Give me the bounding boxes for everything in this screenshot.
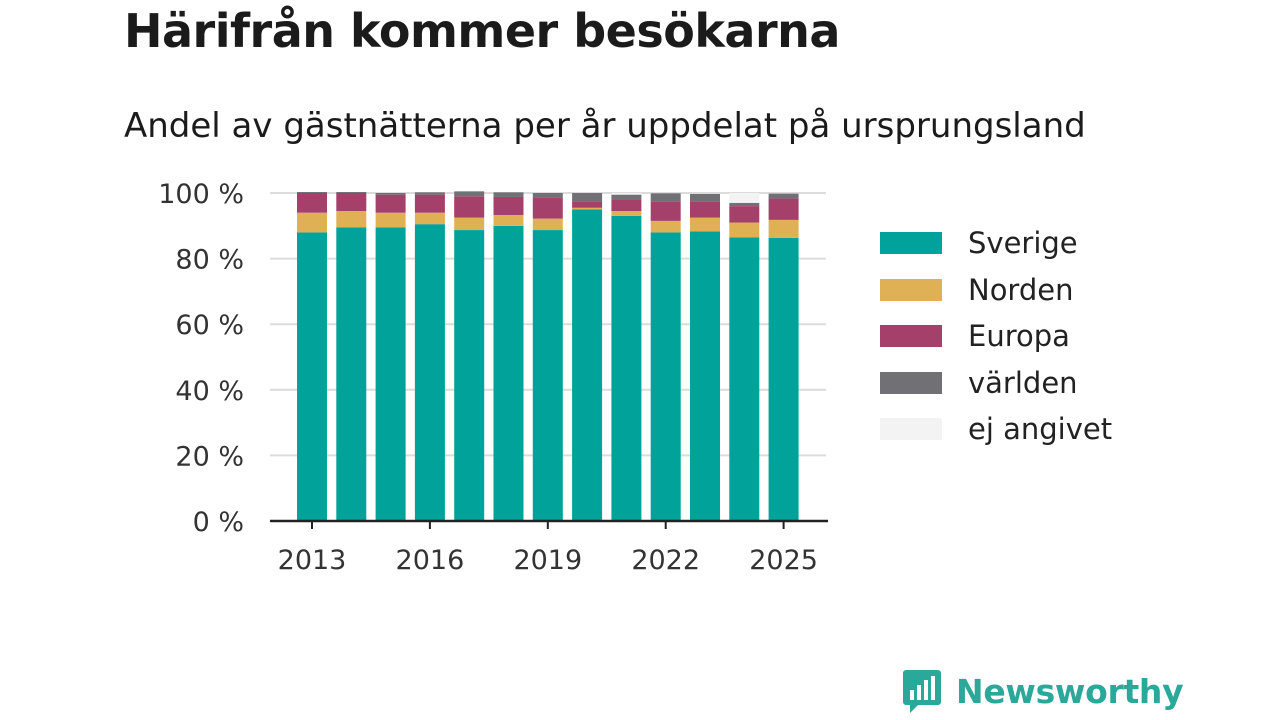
bar-segment xyxy=(414,224,445,521)
bar-segment xyxy=(414,192,445,195)
legend-label: Sverige xyxy=(968,226,1078,261)
legend-item: Norden xyxy=(880,267,1112,314)
bar-segment xyxy=(768,219,799,238)
bars xyxy=(297,191,799,522)
bar-segment xyxy=(572,201,603,208)
y-tick-label: 100 % xyxy=(158,179,244,210)
bar-segment xyxy=(532,218,563,231)
y-tick-label: 80 % xyxy=(175,245,244,276)
brand: Newsworthy xyxy=(902,668,1184,714)
bar-segment xyxy=(690,231,720,521)
bar-segment xyxy=(729,193,760,203)
bar-segment xyxy=(493,214,524,226)
bar-segment xyxy=(611,194,642,200)
bar-segment xyxy=(650,201,681,221)
bar-segment xyxy=(768,198,799,220)
bar-segment xyxy=(611,199,642,212)
legend-label: världen xyxy=(968,365,1078,400)
legend-item: världen xyxy=(880,360,1112,407)
x-tick-label: 2022 xyxy=(631,545,700,576)
bar-segment xyxy=(493,192,524,197)
bar-segment xyxy=(768,193,799,199)
bar-segment xyxy=(690,201,720,218)
bar-segment xyxy=(572,209,603,521)
bar-segment xyxy=(493,225,524,522)
legend-swatch xyxy=(880,418,942,441)
bar-segment xyxy=(729,222,760,238)
legend-item: ej angivet xyxy=(880,406,1112,453)
legend-item: Europa xyxy=(880,313,1112,360)
legend-swatch xyxy=(880,278,942,301)
bar-segment xyxy=(729,206,760,223)
bar-segment xyxy=(532,230,563,521)
bar-segment xyxy=(297,232,327,522)
bar-segment xyxy=(336,193,367,212)
legend-swatch xyxy=(880,325,942,348)
bar-segment xyxy=(454,217,485,231)
legend-label: Europa xyxy=(968,319,1070,354)
bar-segment xyxy=(611,193,642,195)
bar-segment xyxy=(729,237,760,521)
axes: 0 % 20 % 40 % 60 % 80 % 100 % 2013 2016 2019 2022… xyxy=(158,179,828,576)
bar-segment xyxy=(297,212,327,233)
bar-segment xyxy=(650,193,681,202)
y-tick-label: 60 % xyxy=(175,310,244,341)
bar-segment xyxy=(729,202,760,207)
bar-segment xyxy=(375,212,406,228)
y-tick-label: 20 % xyxy=(175,441,244,472)
legend: Sverige Norden Europa världen ej angivet xyxy=(880,220,1112,453)
legend-swatch xyxy=(880,232,942,255)
brand-name: Newsworthy xyxy=(956,671,1184,711)
x-tick-label: 2019 xyxy=(513,545,582,576)
bar-segment xyxy=(532,193,563,198)
chart-subtitle: Andel av gästnätterna per år uppdelat på… xyxy=(124,106,1086,146)
bar-segment xyxy=(414,194,445,213)
bar-segment xyxy=(690,217,720,232)
bar-segment xyxy=(297,193,327,213)
bar-segment xyxy=(454,191,485,197)
legend-item: Sverige xyxy=(880,220,1112,267)
x-tick-label: 2013 xyxy=(278,545,347,576)
legend-label: Norden xyxy=(968,272,1074,307)
bar-segment xyxy=(336,192,367,193)
bar-segment xyxy=(611,211,642,216)
bar-segment xyxy=(650,232,681,522)
y-tick-label: 40 % xyxy=(175,376,244,407)
bar-segment xyxy=(493,196,524,215)
bar-segment xyxy=(297,192,327,193)
legend-label: ej angivet xyxy=(968,412,1113,447)
bar-segment xyxy=(336,211,367,228)
x-tick-label: 2016 xyxy=(396,545,465,576)
bar-segment xyxy=(690,193,720,202)
bar-segment xyxy=(650,220,681,233)
bar-segment xyxy=(375,194,406,213)
bar-segment xyxy=(454,230,485,521)
bar-segment xyxy=(572,207,603,210)
bar-segment xyxy=(572,193,603,202)
bar-segment xyxy=(375,193,406,195)
bar-segment xyxy=(768,237,799,521)
bar-segment xyxy=(454,196,485,218)
x-tick-label: 2025 xyxy=(749,545,818,576)
legend-swatch xyxy=(880,371,942,394)
chart-title: Härifrån kommer besökarna xyxy=(124,4,840,58)
y-tick-label: 0 % xyxy=(193,507,244,538)
bar-segment xyxy=(611,215,642,521)
bar-segment xyxy=(375,227,406,521)
bar-segment xyxy=(336,227,367,521)
bar-segment xyxy=(414,212,445,225)
newsworthy-logo-icon xyxy=(903,670,941,713)
bar-segment xyxy=(532,197,563,219)
